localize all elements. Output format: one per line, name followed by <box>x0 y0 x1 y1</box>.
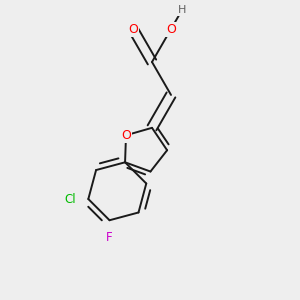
Text: O: O <box>128 22 138 36</box>
Text: O: O <box>166 22 176 36</box>
Text: H: H <box>178 5 186 15</box>
Text: Cl: Cl <box>64 193 76 206</box>
Text: F: F <box>106 231 113 244</box>
Text: O: O <box>121 129 131 142</box>
